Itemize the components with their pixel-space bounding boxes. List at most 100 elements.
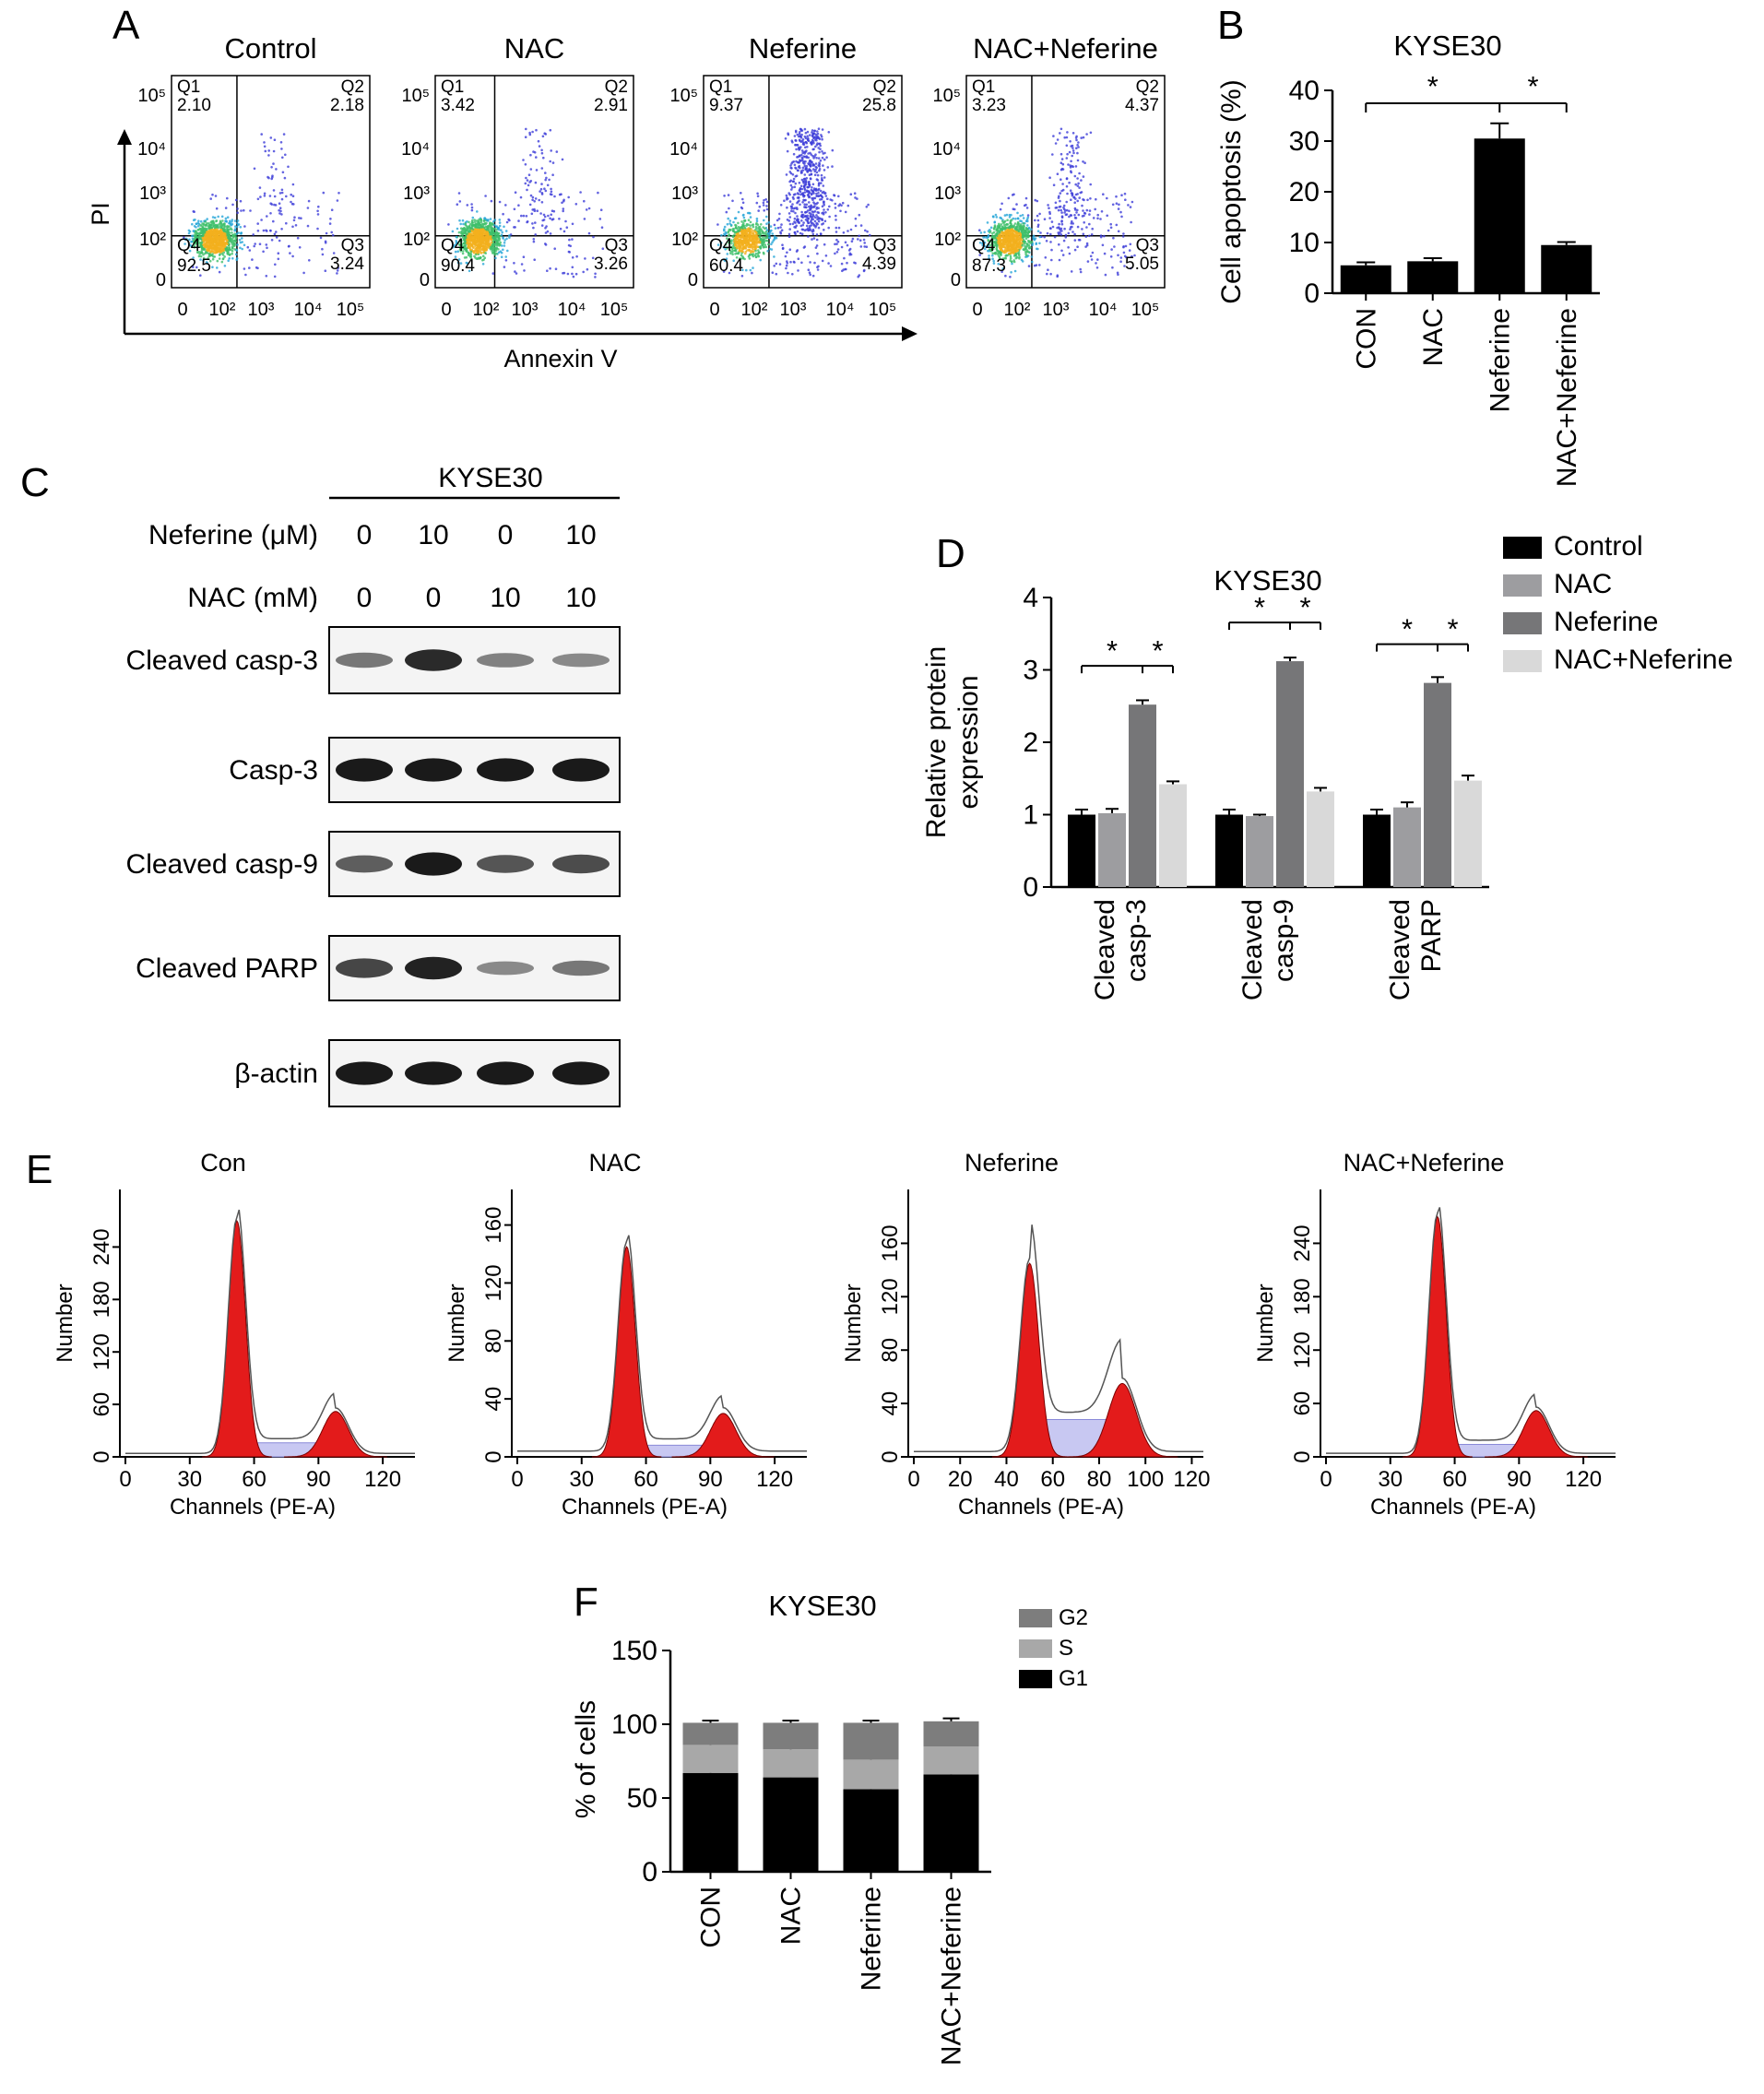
event-dot <box>221 254 225 256</box>
event-dot <box>545 176 548 180</box>
event-dot <box>754 249 757 253</box>
event-dot <box>1106 196 1108 200</box>
event-dot <box>765 200 769 204</box>
event-dot <box>534 221 537 224</box>
y-tick-label: 10² <box>671 230 698 250</box>
event-dot <box>212 221 216 225</box>
event-dot <box>740 235 743 238</box>
y-tick-label: 10⁴ <box>932 139 961 160</box>
event-dot <box>794 144 798 147</box>
event-dot <box>775 262 778 266</box>
event-dot <box>1099 234 1103 237</box>
event-dot <box>195 266 198 269</box>
blot-row-label: Casp-3 <box>229 755 318 786</box>
histogram-title: Con <box>200 1149 246 1177</box>
event-dot <box>809 177 812 181</box>
event-dot <box>748 230 751 233</box>
panel-letter-f: F <box>574 1579 598 1625</box>
event-dot <box>223 230 226 232</box>
event-dot <box>735 246 739 250</box>
event-dot <box>542 219 546 221</box>
event-dot <box>1022 240 1025 243</box>
event-dot <box>731 199 734 203</box>
event-dot <box>536 209 539 212</box>
event-dot <box>456 203 459 206</box>
event-dot <box>583 199 586 203</box>
event-dot <box>810 205 812 208</box>
event-dot <box>1120 215 1123 219</box>
event-dot <box>228 257 231 260</box>
event-dot <box>469 250 473 254</box>
event-dot <box>200 248 204 252</box>
event-dot <box>457 231 461 234</box>
event-dot <box>215 219 218 223</box>
event-dot <box>547 214 550 218</box>
event-dot <box>483 242 487 244</box>
event-dot <box>802 246 806 249</box>
event-dot <box>492 240 495 243</box>
treatment-value: 0 <box>498 520 514 550</box>
event-dot <box>817 192 820 195</box>
event-dot <box>807 268 811 272</box>
x-tick-label: Neferine <box>1485 308 1515 412</box>
blot-band <box>552 653 610 668</box>
event-dot <box>260 133 264 136</box>
event-dot <box>227 259 230 263</box>
event-dot <box>745 268 748 272</box>
event-dot <box>215 207 219 210</box>
event-dot <box>523 269 526 272</box>
event-dot <box>752 266 754 269</box>
event-dot <box>1082 175 1085 178</box>
event-dot <box>277 257 280 261</box>
event-dot <box>1075 211 1078 214</box>
event-dot <box>780 229 784 231</box>
event-dot <box>204 220 207 223</box>
event-dot <box>292 219 296 222</box>
event-dot <box>817 127 821 130</box>
event-dot <box>277 252 280 255</box>
event-dot <box>531 198 534 202</box>
event-dot <box>858 234 860 238</box>
event-dot <box>1085 133 1088 136</box>
y-tick-label: 180 <box>1290 1278 1315 1315</box>
event-dot <box>804 167 808 170</box>
event-dot <box>806 135 809 137</box>
event-dot <box>809 208 811 212</box>
event-dot <box>1079 191 1082 195</box>
event-dot <box>1011 262 1013 266</box>
event-dot <box>750 243 752 247</box>
y-tick-label: 240 <box>89 1228 114 1265</box>
event-dot <box>1076 151 1079 155</box>
event-dot <box>1119 210 1122 214</box>
event-dot <box>539 190 541 193</box>
event-dot <box>199 243 202 246</box>
x-tick-label: 10⁴ <box>826 300 855 320</box>
event-dot <box>1080 136 1083 139</box>
event-dot <box>773 255 775 258</box>
q2-value: 2.91 <box>594 96 628 115</box>
event-dot <box>316 213 320 216</box>
event-dot <box>278 239 281 243</box>
event-dot <box>188 249 192 253</box>
event-dot <box>983 231 986 234</box>
event-dot <box>479 256 481 259</box>
event-dot <box>571 238 574 241</box>
histogram-outline <box>125 1209 415 1454</box>
event-dot <box>800 171 803 174</box>
event-dot <box>1003 241 1006 244</box>
event-dot <box>1107 229 1110 232</box>
event-dot <box>461 227 465 231</box>
treatment-value: 0 <box>426 583 442 613</box>
event-dot <box>468 234 470 237</box>
event-dot <box>847 249 851 252</box>
event-dot <box>527 183 530 187</box>
event-dot <box>1013 269 1017 273</box>
event-dot <box>854 217 858 220</box>
event-dot <box>757 237 760 241</box>
event-dot <box>230 227 232 230</box>
event-dot <box>219 251 222 254</box>
event-dot <box>285 195 288 198</box>
blot-row-label: Cleaved casp-3 <box>126 645 318 676</box>
event-dot <box>807 152 810 155</box>
event-dot <box>740 250 743 253</box>
